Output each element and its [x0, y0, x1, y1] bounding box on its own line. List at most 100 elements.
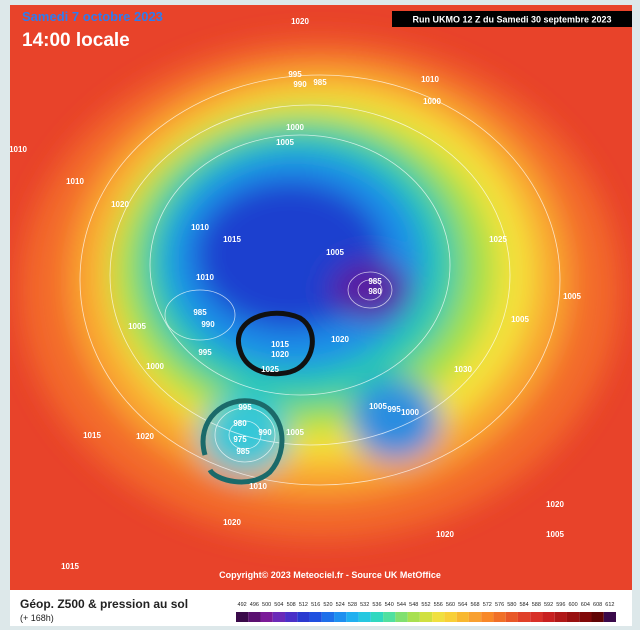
isobar-label: 1010 — [196, 273, 214, 282]
scale-label: 608 — [593, 602, 602, 608]
scale-swatch — [566, 612, 580, 622]
isobar-label: 1020 — [436, 530, 454, 539]
isobar-label: 990 — [201, 320, 215, 329]
isobar-label: 1005 — [128, 322, 146, 331]
isobar-label: 1010 — [421, 75, 439, 84]
scale-swatch — [432, 612, 445, 622]
scale-label: 540 — [385, 602, 394, 608]
scale-label: 612 — [605, 602, 614, 608]
scale-swatch — [554, 612, 567, 622]
scale-swatch — [603, 612, 616, 622]
scale-swatch — [272, 612, 286, 622]
isobar-label: 1020 — [223, 518, 241, 527]
forecast-time: 14:00 locale — [22, 30, 130, 51]
isobar-label: 1030 — [454, 365, 472, 374]
scale-label: 504 — [274, 602, 283, 608]
scale-swatch — [444, 612, 457, 622]
scale-label: 576 — [495, 602, 504, 608]
scale-swatch — [419, 612, 433, 622]
isobar-label: 1010 — [191, 223, 209, 232]
scale-swatch — [468, 612, 482, 622]
scale-label: 524 — [336, 602, 345, 608]
scale-label: 496 — [250, 602, 259, 608]
scale-label: 508 — [287, 602, 296, 608]
isobar-label: 1000 — [401, 408, 419, 417]
scale-swatch — [591, 612, 604, 622]
isobar-label: 1020 — [111, 200, 129, 209]
isobar-label: 985 — [368, 277, 382, 286]
isobar-label: 1010 — [66, 177, 84, 186]
scale-swatch — [236, 612, 249, 622]
isobar-label: 1025 — [261, 365, 279, 374]
scale-label: 560 — [446, 602, 455, 608]
isobar-label: 1005 — [563, 292, 581, 301]
isobar-label: 990 — [293, 80, 307, 89]
isobar-label: 1000 — [286, 123, 304, 132]
isobar-label: 1005 — [369, 402, 387, 411]
scale-label: 556 — [434, 602, 443, 608]
scale-swatch — [358, 612, 371, 622]
legend-lead: (+ 168h) — [20, 613, 54, 623]
isobar-label: 975 — [233, 435, 247, 444]
isobar-label: 985 — [236, 447, 250, 456]
scale-swatch — [309, 612, 322, 622]
scale-swatch — [321, 612, 335, 622]
isobar-label: 990 — [258, 428, 272, 437]
isobar-label: 1010 — [249, 482, 267, 491]
scale-label: 528 — [348, 602, 357, 608]
scale-swatch — [370, 612, 384, 622]
scale-swatch — [493, 612, 506, 622]
scale-label: 500 — [262, 602, 271, 608]
isobar-label: 1005 — [286, 428, 304, 437]
scale-label: 516 — [311, 602, 320, 608]
isobar-label: 980 — [368, 287, 382, 296]
scale-swatch — [383, 612, 396, 622]
run-box — [392, 11, 632, 27]
isobar-label: 985 — [313, 78, 327, 87]
isobar-label: 1015 — [61, 562, 79, 571]
scale-label: 596 — [556, 602, 565, 608]
isobar-label: 1015 — [83, 431, 101, 440]
isobar-label: 995 — [387, 405, 401, 414]
isobar-label: 995 — [288, 70, 302, 79]
scale-swatch — [481, 612, 494, 622]
scale-swatch — [530, 612, 543, 622]
isobar-label: 1005 — [546, 530, 564, 539]
legend-title: Géop. Z500 & pression au sol — [20, 597, 188, 611]
scale-swatch — [346, 612, 359, 622]
isobar-label: 1020 — [546, 500, 564, 509]
scale-label: 548 — [409, 602, 418, 608]
scale-swatch — [579, 612, 592, 622]
scale-swatch — [517, 612, 531, 622]
scale-label: 572 — [483, 602, 492, 608]
scale-label: 544 — [397, 602, 406, 608]
isobar-label: 1000 — [146, 362, 164, 371]
isobar-label: 1005 — [276, 138, 294, 147]
isobar-label: 1015 — [271, 340, 289, 349]
scale-swatch — [407, 612, 420, 622]
isobar-label: 1020 — [271, 350, 289, 359]
scale-swatch — [248, 612, 261, 622]
scale-label: 536 — [372, 602, 381, 608]
isobar-label: 995 — [198, 348, 212, 357]
scale-swatch — [334, 612, 347, 622]
scale-swatch — [285, 612, 298, 622]
scale-swatch — [297, 612, 310, 622]
scale-label: 592 — [544, 602, 553, 608]
isobar-label: 1020 — [331, 335, 349, 344]
scale-label: 552 — [421, 602, 430, 608]
forecast-date: Samedi 7 octobre 2023 — [22, 9, 163, 24]
scale-label: 532 — [360, 602, 369, 608]
scale-label: 604 — [581, 602, 590, 608]
copyright: Copyright© 2023 Meteociel.fr - Source UK… — [219, 570, 441, 580]
scale-swatch — [456, 612, 469, 622]
isobar-label: 1005 — [326, 248, 344, 257]
isobar-label: 980 — [233, 419, 247, 428]
scale-label: 512 — [299, 602, 308, 608]
scale-swatch — [505, 612, 518, 622]
run-info: Run UKMO 12 Z du Samedi 30 septembre 202… — [412, 14, 611, 24]
scale-label: 492 — [238, 602, 247, 608]
isobar-label: 985 — [193, 308, 207, 317]
